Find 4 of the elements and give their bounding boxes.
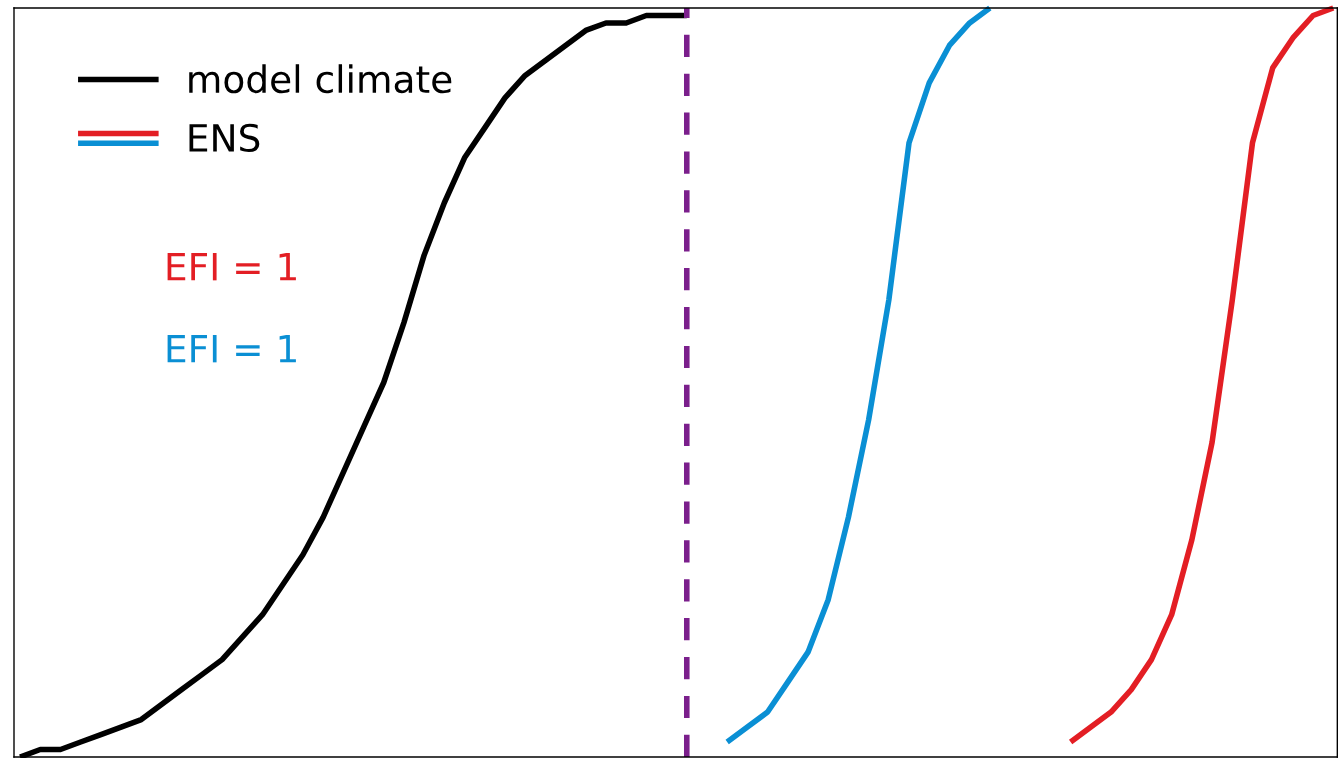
- annotation: EFI = 1: [167, 253, 296, 281]
- legend-label: model climate: [189, 64, 452, 94]
- annotation: EFI = 1: [167, 335, 296, 363]
- legend-label: ENS: [189, 123, 260, 153]
